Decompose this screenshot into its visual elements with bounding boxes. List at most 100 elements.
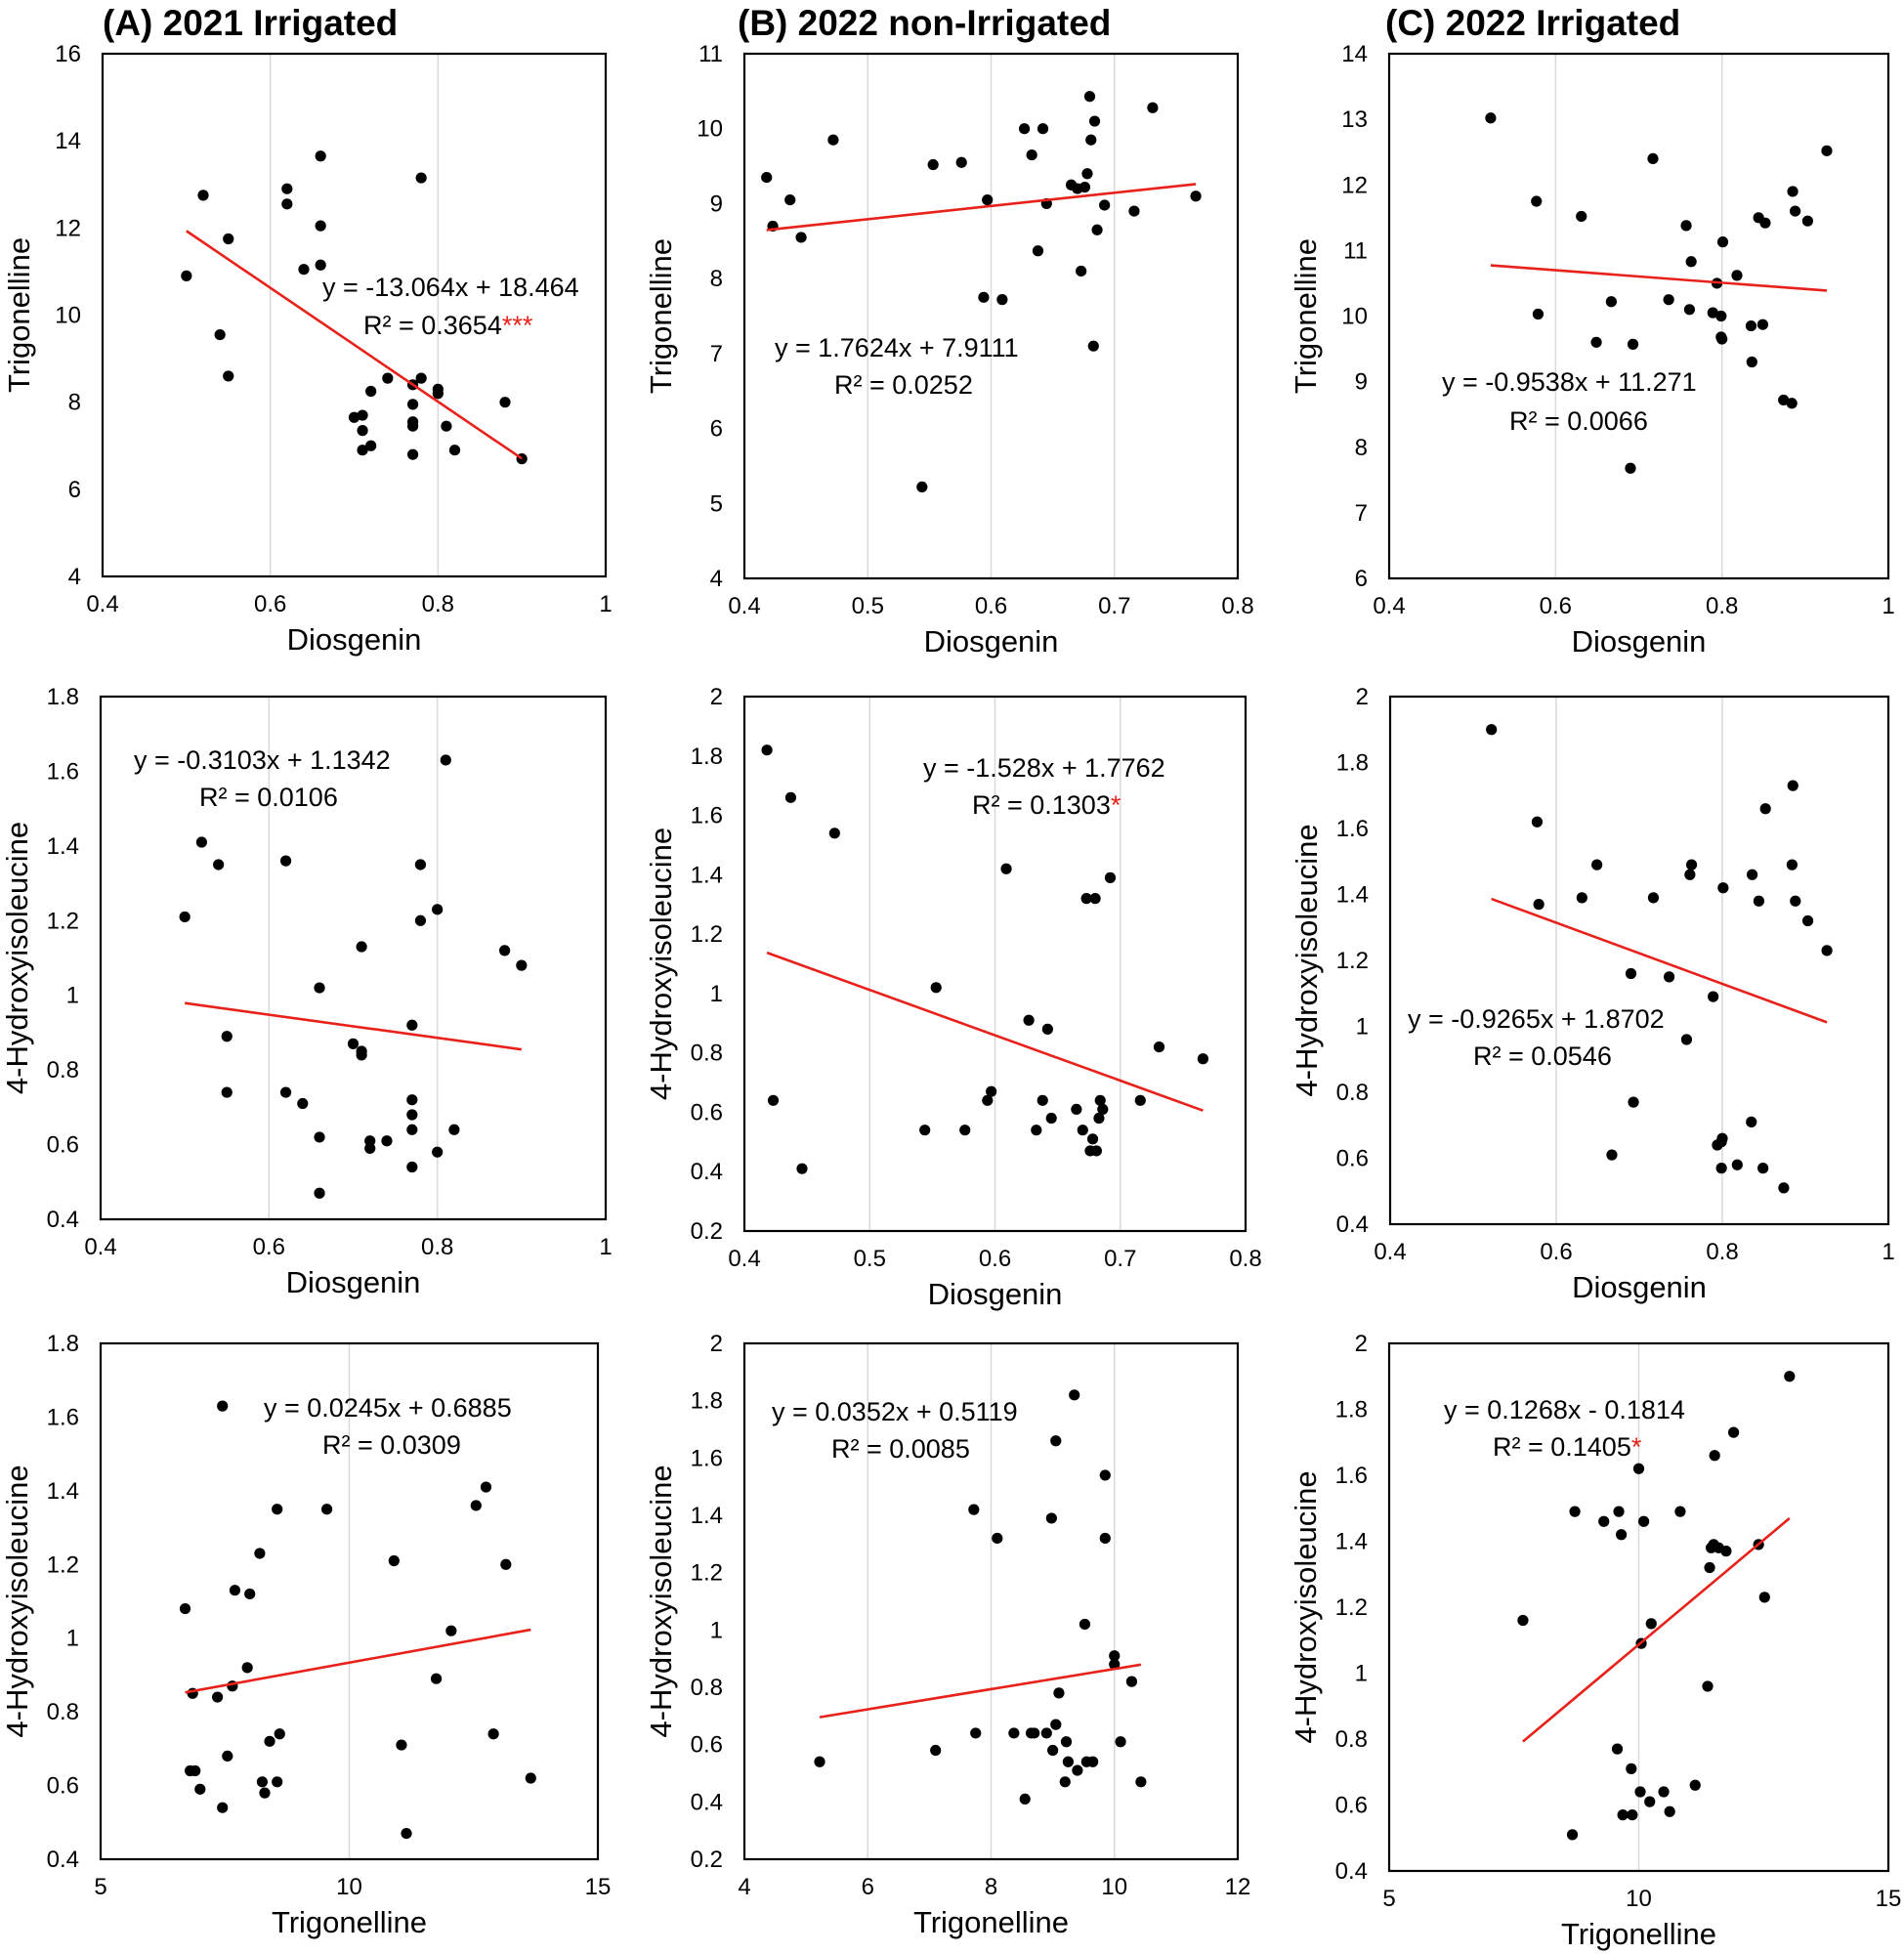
y-tick-label: 11 [1343, 237, 1368, 264]
y-tick-label: 0.4 [47, 1207, 79, 1233]
data-point [525, 1772, 536, 1784]
r-squared-value: R² = 0.0085 [831, 1434, 970, 1464]
data-point [968, 1504, 980, 1515]
plot-frame [742, 1341, 1240, 1861]
data-point [1644, 1796, 1656, 1807]
x-tick-label: 0.4 [728, 1246, 760, 1272]
y-tick-label: 1 [66, 1626, 79, 1652]
data-point [1071, 1103, 1082, 1116]
data-point [448, 445, 461, 456]
y-tick-label: 1 [1356, 1014, 1369, 1041]
trendline [1490, 264, 1828, 292]
data-point [1531, 816, 1544, 828]
data-point [784, 193, 796, 206]
data-point [445, 1625, 457, 1636]
x-tick-label: 0.8 [1221, 593, 1253, 619]
trendline [184, 1001, 523, 1051]
data-point [406, 1094, 418, 1106]
x-tick-label: 0.6 [979, 1246, 1011, 1272]
data-point [1715, 310, 1727, 322]
x-tick-label: 0.4 [728, 593, 760, 619]
data-point [1634, 1786, 1646, 1798]
data-point [1689, 1779, 1701, 1791]
x-tick-label: 0.8 [422, 591, 454, 617]
data-point [1731, 1159, 1743, 1170]
data-point [1664, 971, 1675, 983]
plot-frame [101, 52, 608, 578]
data-point [499, 397, 511, 408]
data-point [1190, 191, 1202, 202]
data-point [1611, 1743, 1624, 1755]
y-tick-label: 9 [1355, 369, 1368, 396]
data-point [356, 941, 367, 953]
y-tick-label: 12 [1341, 172, 1368, 198]
data-point [978, 291, 990, 303]
data-point [1079, 1618, 1091, 1631]
panel-title: (B) 2022 non-Irrigated [738, 3, 1111, 43]
data-point [1591, 859, 1603, 871]
data-point [1485, 112, 1497, 124]
data-point [828, 828, 840, 839]
plot-frame [742, 52, 1240, 580]
trend-equation: y = 0.0245x + 0.6885 [264, 1393, 512, 1423]
scatter-panel-2: 4 5 6 7 8 9 10 11 0.4 0.5 0.6 0.7 0.8 Diosgenin Trigon… [644, 3, 1254, 658]
data-point [279, 1086, 292, 1098]
x-axis-label: Diosgenin [287, 622, 422, 657]
data-point [272, 1776, 283, 1788]
r-squared-value: R² = 0.1303 [972, 790, 1111, 820]
data-point [1023, 1014, 1035, 1026]
scatter-panel-6: 0.4 0.6 0.8 1 1.2 1.4 1.6 1.8 2 0.4 0.6 0.8 1 Diosgen… [1290, 684, 1895, 1304]
plot-frame [99, 695, 608, 1221]
data-point [396, 1739, 407, 1751]
data-point [1756, 319, 1768, 330]
data-point [365, 440, 377, 451]
data-point [1569, 1506, 1581, 1517]
x-tick-label: 1 [1882, 1239, 1894, 1265]
data-point [1680, 1034, 1693, 1045]
data-point [1616, 1529, 1628, 1541]
data-point [1087, 340, 1099, 352]
r-squared-value: R² = 0.0106 [199, 783, 338, 812]
y-tick-label: 1.4 [1336, 882, 1369, 909]
data-point [1086, 1133, 1099, 1145]
y-tick-label: 6 [1355, 566, 1368, 592]
data-point [1047, 1744, 1059, 1757]
r-squared-value: R² = 0.0309 [322, 1430, 461, 1460]
data-point [357, 425, 368, 437]
data-point [1801, 215, 1813, 227]
y-tick-label: 1.4 [1335, 1529, 1368, 1555]
data-point [1720, 1546, 1732, 1557]
y-tick-label: 1.4 [47, 833, 79, 860]
x-tick-label: 12 [1225, 1874, 1251, 1900]
data-point [1746, 356, 1757, 368]
data-point [1069, 1389, 1080, 1401]
data-point [1486, 724, 1498, 736]
data-point [179, 1602, 191, 1615]
y-tick-label: 10 [55, 303, 81, 329]
trendline [766, 183, 1197, 232]
x-tick-label: 0.6 [975, 593, 1007, 619]
data-point [1617, 1809, 1629, 1821]
y-tick-label: 7 [1355, 500, 1368, 527]
data-point [1081, 168, 1093, 180]
data-point [1018, 123, 1031, 135]
data-point [498, 945, 511, 956]
data-point [1576, 210, 1587, 223]
data-point [1085, 134, 1097, 146]
data-point [1091, 224, 1103, 235]
data-point [195, 836, 207, 848]
data-point [1625, 967, 1637, 980]
y-tick-label: 9 [710, 191, 723, 217]
x-tick-label: 0.4 [1374, 1239, 1406, 1265]
data-point [1605, 296, 1617, 308]
x-tick-label: 0.6 [254, 591, 286, 617]
data-point [1533, 899, 1544, 911]
scatter-panel-7: 0.4 0.6 0.8 1 1.2 1.4 1.6 1.8 5 10 15 Trigonelline 4… [0, 1331, 611, 1939]
scatter-panel-5: 0.20.40.60.811.21.41.61.820.4 0.5 0.6 0.7 0.… [644, 684, 1262, 1311]
data-point [992, 1532, 1003, 1545]
data-point [927, 158, 939, 171]
y-axis-label: 4-Hydroxyisoleucine [644, 828, 678, 1100]
data-point [214, 328, 226, 341]
y-tick-label: 0.2 [691, 1847, 723, 1873]
data-point [1663, 294, 1674, 306]
